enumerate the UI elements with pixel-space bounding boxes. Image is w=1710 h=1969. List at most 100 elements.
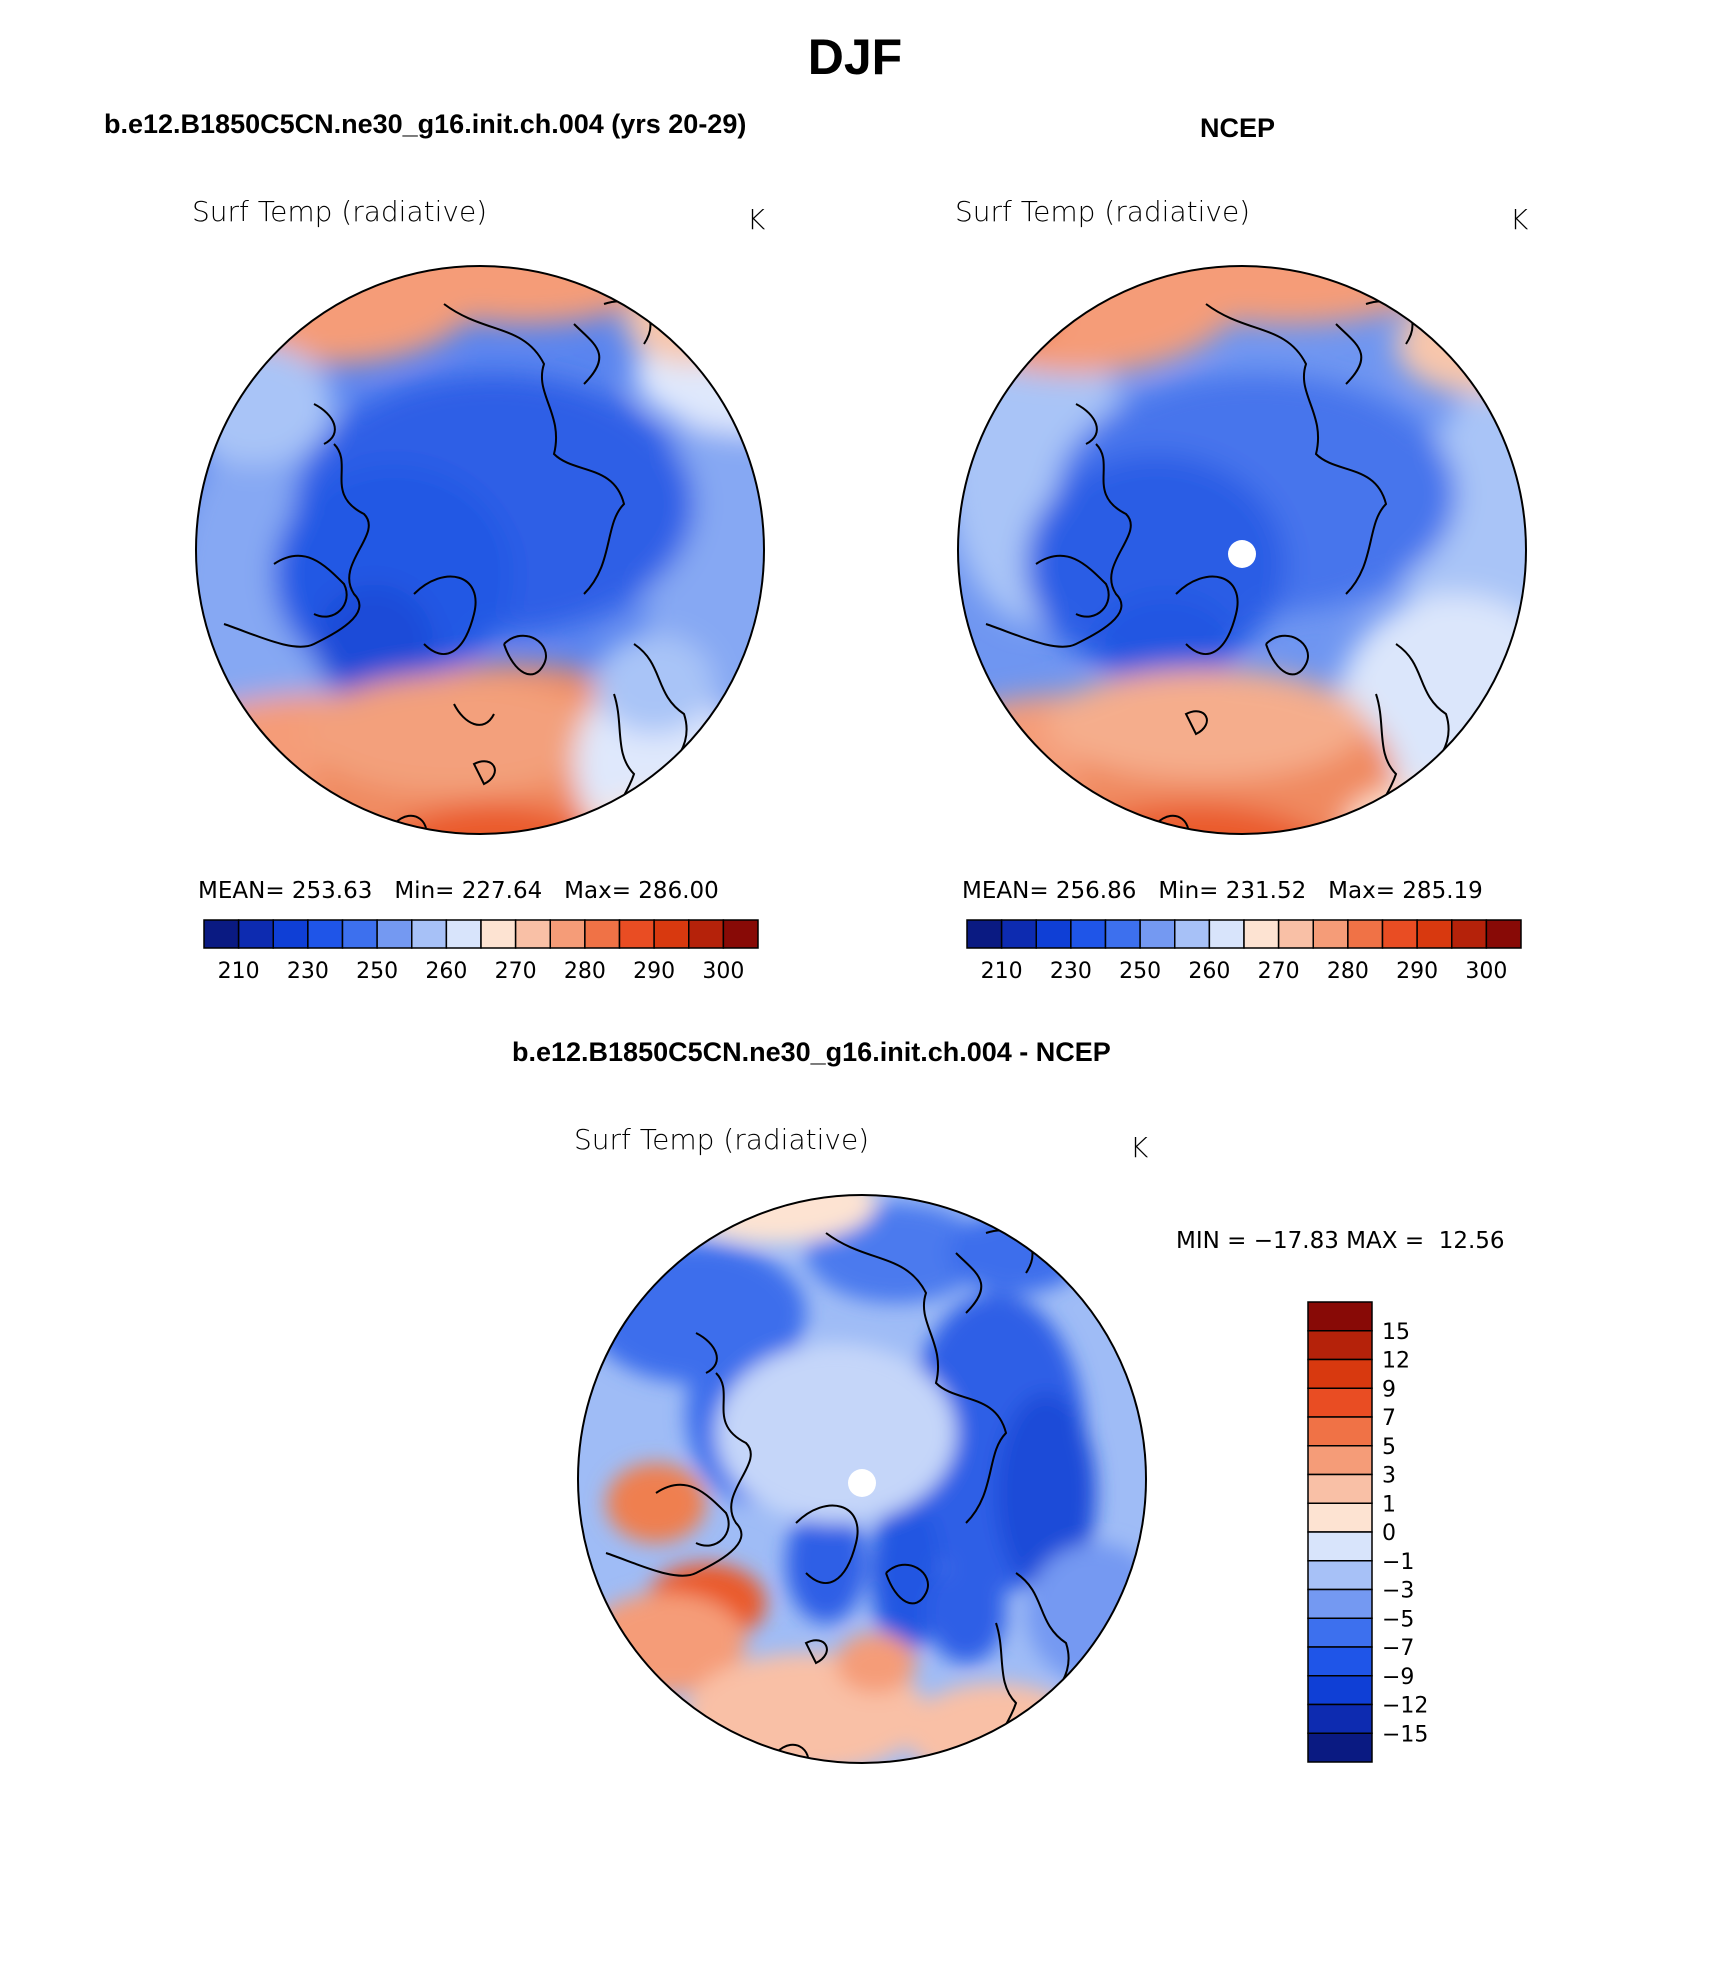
model-variable-label: Surf Temp (radiative) [192, 195, 488, 228]
diff-colorbar-tick-label: −3 [1382, 1579, 1414, 1604]
obs-colorbar-swatch [1174, 919, 1211, 949]
model-colorbar-swatch [341, 919, 378, 949]
obs-colorbar-swatch [1070, 919, 1107, 949]
diff-variable-label: Surf Temp (radiative) [574, 1123, 870, 1156]
model-colorbar-tick-label: 280 [564, 959, 606, 984]
obs-colorbar-tick-label: 300 [1465, 959, 1507, 984]
diff-colorbar-tick-label: −9 [1382, 1665, 1414, 1690]
diff-colorbar-tick-label: 1 [1382, 1492, 1396, 1517]
figure-title: DJF [807, 29, 903, 85]
obs-colorbar-tick-label: 290 [1396, 959, 1438, 984]
obs-variable-label: Surf Temp (radiative) [955, 195, 1251, 228]
model-colorbar-tick-label: 250 [356, 959, 398, 984]
obs-colorbar-tick-label: 270 [1258, 959, 1300, 984]
obs-colorbar-swatch [1277, 919, 1314, 949]
diff-colorbar-swatch [1307, 1703, 1373, 1734]
obs-colorbar: 210 230 250 260 270 280 290 300 [966, 919, 1522, 984]
model-colorbar-swatch [237, 919, 274, 949]
obs-colorbar-swatch [1416, 919, 1453, 949]
obs-colorbar-swatch [1347, 919, 1384, 949]
model-colorbar-swatch [203, 919, 240, 949]
model-colorbar-swatch [272, 919, 309, 949]
model-panel-header: b.e12.B1850C5CN.ne30_g16.init.ch.004 (yr… [104, 109, 747, 139]
diff-colorbar-tick-label: 9 [1382, 1377, 1396, 1402]
obs-colorbar-swatch [1312, 919, 1349, 949]
model-polar-map [195, 265, 765, 835]
model-mean-value: 253.63 [291, 878, 373, 904]
obs-polar-map [957, 265, 1527, 835]
model-colorbar-tick-label: 290 [633, 959, 675, 984]
diff-colorbar-tick-label: 12 [1382, 1349, 1410, 1374]
diff-colorbar-swatch [1307, 1675, 1373, 1706]
model-colorbar-tick-label: 230 [287, 959, 329, 984]
model-colorbar-swatch [653, 919, 690, 949]
obs-colorbar-tick-label: 280 [1327, 959, 1369, 984]
diff-colorbar-swatch [1307, 1560, 1373, 1591]
diff-colorbar: 15 12 9 7 5 3 1 0 −1 −3 −5 −7 −9 −12 −15 [1307, 1301, 1428, 1763]
obs-colorbar-swatch [1208, 919, 1245, 949]
model-colorbar-tick-label: 260 [425, 959, 467, 984]
obs-colorbar-swatch [1104, 919, 1141, 949]
diff-colorbar-swatch [1307, 1531, 1373, 1562]
obs-colorbar-swatch [1139, 919, 1176, 949]
obs-stats: MEAN= 256.86 Min= 231.52 Max= 285.19 [962, 878, 1483, 904]
model-colorbar: 210 230 250 260 270 280 290 300 [203, 919, 759, 984]
diff-colorbar-swatch [1307, 1502, 1373, 1533]
model-colorbar-swatch [549, 919, 586, 949]
diff-min-value: −17.83 [1253, 1228, 1339, 1254]
diff-colorbar-tick-label: −7 [1382, 1636, 1414, 1661]
model-colorbar-tick-label: 270 [495, 959, 537, 984]
obs-max-value: 285.19 [1402, 878, 1483, 904]
model-colorbar-swatch [307, 919, 344, 949]
diff-colorbar-swatch [1307, 1416, 1373, 1447]
diff-colorbar-tick-label: −12 [1382, 1694, 1428, 1719]
diff-colorbar-tick-label: −15 [1382, 1722, 1428, 1747]
diff-units-label: K [1130, 1131, 1149, 1164]
model-colorbar-swatch [688, 919, 725, 949]
diff-colorbar-swatch [1307, 1301, 1373, 1332]
diff-colorbar-swatch [1307, 1617, 1373, 1648]
obs-colorbar-tick-label: 260 [1188, 959, 1230, 984]
obs-colorbar-swatch [1035, 919, 1072, 949]
diff-panel-header: b.e12.B1850C5CN.ne30_g16.init.ch.004 - N… [512, 1037, 1111, 1067]
model-colorbar-swatch [376, 919, 413, 949]
model-units-label: K [747, 203, 766, 236]
obs-colorbar-swatch [1485, 919, 1522, 949]
model-colorbar-swatch [445, 919, 482, 949]
diff-colorbar-swatch [1307, 1358, 1373, 1389]
obs-colorbar-swatch [966, 919, 1003, 949]
model-colorbar-tick-label: 300 [702, 959, 744, 984]
obs-panel-header: NCEP [1200, 113, 1276, 143]
model-colorbar-tick-label: 210 [218, 959, 260, 984]
diff-colorbar-tick-label: 7 [1382, 1406, 1396, 1431]
diff-colorbar-tick-label: 0 [1382, 1521, 1396, 1546]
diff-polar-map [577, 1194, 1147, 1764]
model-colorbar-swatch [514, 919, 551, 949]
obs-colorbar-swatch [1243, 919, 1280, 949]
obs-colorbar-tick-label: 230 [1050, 959, 1092, 984]
diff-colorbar-swatch [1307, 1732, 1373, 1763]
obs-mean-value: 256.86 [1055, 878, 1137, 904]
model-colorbar-swatch [480, 919, 517, 949]
diff-colorbar-tick-label: −5 [1382, 1607, 1414, 1632]
diff-colorbar-tick-label: 3 [1382, 1464, 1396, 1489]
diff-colorbar-swatch [1307, 1473, 1373, 1504]
diff-colorbar-tick-label: 5 [1382, 1435, 1396, 1460]
model-colorbar-swatch [722, 919, 759, 949]
obs-colorbar-swatch [1000, 919, 1037, 949]
diff-max-value: 12.56 [1438, 1228, 1505, 1254]
model-stats: MEAN= 253.63 Min= 227.64 Max= 286.00 [198, 878, 719, 904]
diff-colorbar-swatch [1307, 1445, 1373, 1476]
diff-colorbar-swatch [1307, 1588, 1373, 1619]
diff-colorbar-tick-label: −1 [1382, 1550, 1414, 1575]
diff-colorbar-swatch [1307, 1646, 1373, 1677]
obs-colorbar-swatch [1381, 919, 1418, 949]
model-min-value: 227.64 [461, 878, 543, 904]
obs-colorbar-swatch [1451, 919, 1488, 949]
obs-colorbar-tick-label: 250 [1119, 959, 1161, 984]
model-colorbar-swatch [584, 919, 621, 949]
diff-colorbar-tick-label: 15 [1382, 1320, 1410, 1345]
model-colorbar-swatch [618, 919, 655, 949]
diff-colorbar-swatch [1307, 1387, 1373, 1418]
obs-min-value: 231.52 [1225, 878, 1307, 904]
